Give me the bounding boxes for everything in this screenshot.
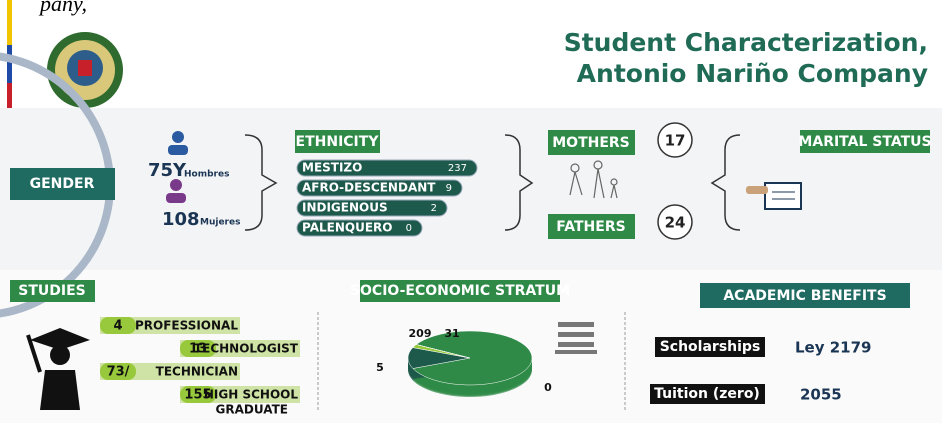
ethnicity-box [295,130,380,153]
benefits-label: ACADEMIC BENEFITS [723,288,886,304]
woman-icon [166,179,186,203]
mothers-label: MOTHERS [552,135,630,151]
pie-slice [412,330,533,386]
ethnicity-value: 237 [448,163,467,174]
logo [47,32,123,108]
benefit-name: Scholarships [660,339,761,355]
pie-label: 31 [444,327,459,340]
studies-value: 4 [113,319,122,334]
women-value: 108 [162,209,200,230]
fathers-label: FATHERS [556,219,625,235]
gender-box [10,168,115,200]
studies-name: GRADUATE [216,403,288,417]
title: Antonio Nariño Company [577,59,928,88]
people-icon [555,322,597,354]
fathers-box [548,214,635,239]
title: Student Characterization, [564,28,928,57]
bracket [244,134,278,231]
studies-value: 155 [184,388,211,403]
marital-label: MARITAL STATUS [798,134,931,150]
flag-blue [7,45,12,83]
studies-label: STUDIES [18,283,85,299]
ethnicity-name: INDIGENOUS [302,201,388,215]
family-icon [569,160,618,199]
graduate-icon [26,328,90,410]
studies-badge [180,386,216,403]
studies-name: HIGH SCHOOL [204,388,298,402]
ethnicity-bar [296,159,478,177]
ethnicity-label: ETHNICITY [296,134,380,150]
badge [657,204,693,240]
benefits-box [700,283,910,308]
mothers-box [548,130,635,155]
mothers-value: 17 [665,132,686,150]
pie-label: 209 [409,327,432,340]
studies-box [10,280,95,302]
benefit-box [650,384,765,404]
ethnicity-name: AFRO-DESCENDANT [302,181,436,195]
ethnicity-value: 0 [406,223,412,234]
flag-red [7,83,12,108]
ethnicity-bar [296,179,463,197]
studies-badge [100,317,136,334]
man-icon [168,131,188,155]
men-label: Hombres [184,170,229,180]
ethnicity-name: MESTIZO [302,161,362,175]
benefit-box [655,337,765,357]
marital-box [800,130,930,153]
pie-label: 0 [544,381,552,394]
flag-yellow [7,0,12,45]
studies-badge [180,340,216,357]
ethnicity-bar [296,219,423,237]
ethnicity-value: 9 [446,183,452,194]
pie: 209 31 5 0 [376,327,552,397]
fragment: pany, [38,0,87,16]
ethnicity-rows: MESTIZO 237 AFRO-DESCENDANT 9 INDIGENOUS 2 PAL… [296,159,478,237]
benefit-value: Ley 2179 [795,339,871,357]
ethnicity-value: 2 [431,203,437,214]
ethnicity-name: PALENQUERO [302,221,392,235]
benefit-value: 2055 [800,386,842,404]
studies-value: 73/ [107,365,130,380]
bracket [504,134,534,231]
stratum-box [360,280,560,302]
contract-icon [746,182,802,210]
ethnicity-bar [296,199,448,217]
studies-badge [100,363,136,380]
studies-name: TECHNICIAN [156,365,238,379]
pie-label: 5 [376,361,384,374]
bracket [710,134,741,231]
studies-name: TECHNOLOGIST [194,342,299,356]
gender-label: GENDER [30,176,95,192]
studies-value: 13 [189,342,207,357]
benefit-name: Tuition (zero) [654,386,760,402]
studies-name: PROFESSIONAL [135,319,238,333]
men-value: 75Y [148,160,187,181]
badge [657,122,693,158]
fathers-value: 24 [665,214,686,232]
women-label: Mujeres [200,218,240,228]
stratum-label: SOCIO-ECONOMIC STRATUM [350,283,570,299]
